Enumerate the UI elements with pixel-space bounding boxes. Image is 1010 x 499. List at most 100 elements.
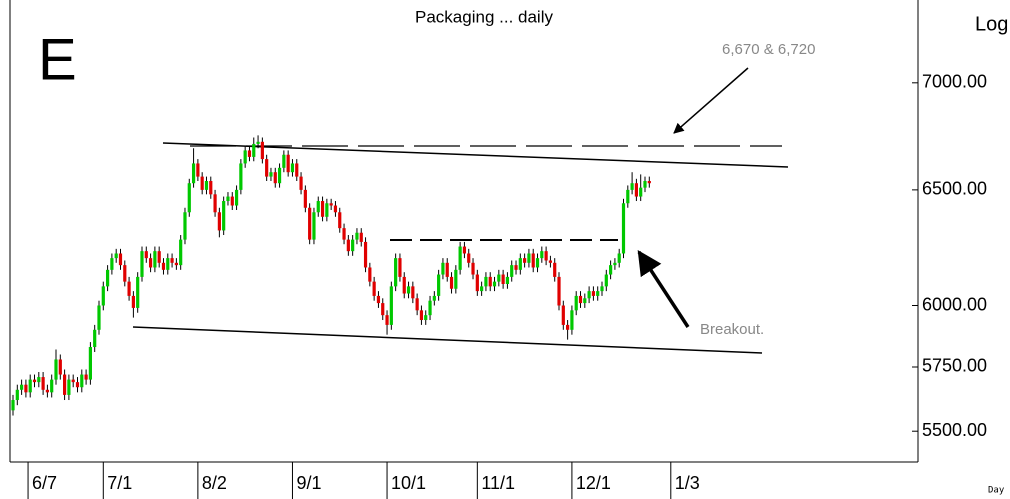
- candle-body: [570, 310, 574, 330]
- candle-body: [415, 298, 419, 311]
- candle-body: [333, 205, 338, 213]
- x-axis-label: Day: [988, 486, 1005, 496]
- candle-body: [226, 196, 230, 202]
- candle-body: [45, 389, 50, 393]
- candle-body: [394, 258, 398, 287]
- candle-body: [639, 187, 643, 197]
- candle-body: [540, 251, 544, 259]
- trend-line: [162, 142, 789, 168]
- candle-body: [191, 163, 196, 184]
- candle-body: [239, 163, 243, 190]
- candle-body: [406, 286, 411, 294]
- candle-body: [368, 267, 372, 282]
- candle-body: [634, 183, 638, 197]
- candle-body: [252, 143, 256, 157]
- candle-body: [93, 329, 97, 348]
- candle-body: [183, 212, 187, 240]
- candle-body: [101, 286, 105, 306]
- candle-body: [20, 384, 24, 390]
- candle-body: [200, 176, 204, 190]
- candle-body: [105, 269, 110, 287]
- candle-body: [445, 262, 449, 277]
- candle-body: [458, 246, 462, 270]
- candle-body: [320, 201, 325, 217]
- annotation: Breakout.: [700, 321, 764, 338]
- candle-body: [58, 359, 62, 375]
- candle-body: [230, 196, 234, 206]
- candle-body: [621, 203, 626, 254]
- candle-body: [243, 150, 247, 164]
- candle-body: [609, 265, 613, 275]
- candle-body: [50, 379, 54, 393]
- candle-body: [385, 315, 389, 325]
- candle-body: [544, 251, 548, 261]
- candle-body: [428, 300, 432, 316]
- candle-body: [424, 315, 428, 321]
- x-tick-label: 10/1: [391, 473, 426, 493]
- candle-body: [187, 183, 191, 213]
- candle-body: [114, 253, 118, 259]
- candle-body: [596, 291, 600, 296]
- x-tick-label: 11/1: [481, 473, 515, 493]
- x-tick-label: 7/1: [107, 473, 132, 493]
- candle-body: [282, 154, 286, 168]
- candle-body: [363, 241, 368, 268]
- candle-body: [329, 203, 333, 206]
- candle-body: [488, 276, 492, 287]
- candle-body: [24, 384, 28, 393]
- candle-body: [376, 295, 381, 304]
- candle-body: [67, 379, 71, 395]
- candle-body: [548, 260, 553, 263]
- candle-body: [63, 374, 67, 395]
- candle-body: [123, 265, 127, 282]
- candle-body: [518, 258, 522, 270]
- candle-body: [398, 258, 402, 277]
- candle-body: [11, 400, 15, 411]
- candle-body: [140, 251, 144, 277]
- candle-body: [80, 374, 84, 388]
- candle-body: [411, 286, 415, 299]
- candle-body: [561, 305, 565, 325]
- candle-body: [148, 258, 153, 268]
- candle-body: [523, 258, 527, 263]
- candle-body: [118, 253, 123, 266]
- candle-body: [626, 189, 630, 204]
- candle-body: [553, 262, 557, 277]
- candle-body: [166, 258, 170, 270]
- candle-body: [71, 379, 75, 383]
- candle-body: [359, 232, 363, 242]
- candle-body: [454, 269, 458, 289]
- y-tick-label: 6500.00: [922, 179, 987, 199]
- candle-body: [643, 181, 647, 188]
- candle-body: [131, 295, 135, 308]
- candle-body: [484, 276, 488, 287]
- candle-body: [402, 276, 406, 294]
- candle-body: [501, 274, 505, 284]
- candle-body: [110, 258, 114, 270]
- candle-body: [419, 310, 424, 321]
- candle-body: [265, 159, 269, 177]
- candle-body: [527, 253, 531, 263]
- candle-body: [578, 295, 583, 304]
- candle-body: [213, 194, 217, 213]
- candle-body: [505, 276, 510, 284]
- y-axis-label: Log: [975, 13, 1008, 35]
- chart-title: Packaging ... daily: [415, 7, 553, 26]
- candle-body: [583, 298, 587, 304]
- candle-body: [600, 286, 604, 292]
- candle-body: [312, 212, 316, 240]
- arrow: [673, 67, 749, 134]
- candle-body: [566, 324, 570, 330]
- candle-body: [574, 295, 578, 311]
- trend-line: [132, 326, 763, 354]
- annotation: 6,670 & 6,720: [722, 41, 815, 58]
- candle-body: [88, 347, 92, 380]
- x-tick-label: 1/3: [675, 473, 700, 493]
- candle-body: [471, 262, 475, 275]
- candle-body: [286, 154, 290, 173]
- y-tick-label: 7000.00: [922, 72, 987, 92]
- candle-body: [209, 181, 213, 195]
- candle-body: [308, 207, 312, 240]
- candle-body: [342, 228, 346, 240]
